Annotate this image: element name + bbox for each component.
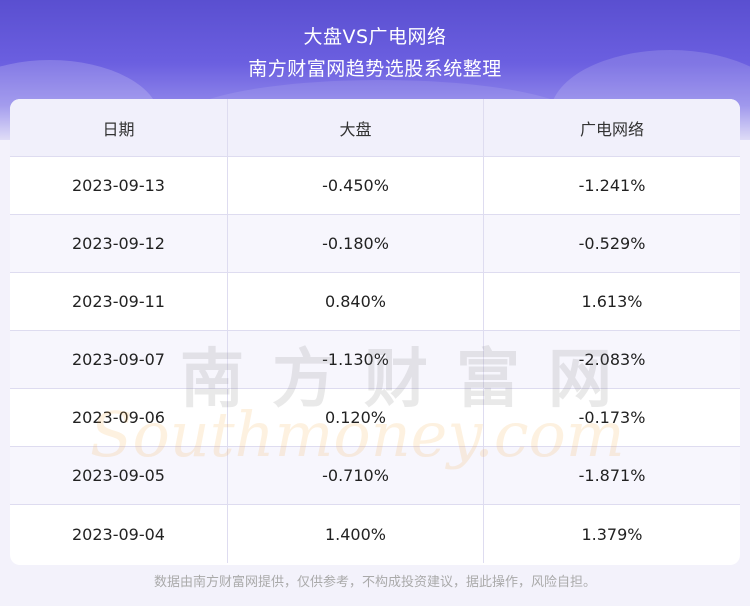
table-row: 2023-09-11 0.840% 1.613% [10, 273, 740, 331]
date-cell: 2023-09-12 [10, 215, 228, 272]
date-cell: 2023-09-06 [10, 389, 228, 446]
date-cell: 2023-09-07 [10, 331, 228, 388]
stock-change-cell: 1.613% [581, 292, 643, 311]
stock-change-cell: 1.379% [581, 524, 643, 544]
stock-change-cell: -2.083% [578, 350, 646, 369]
column-header-date: 日期 [10, 99, 228, 156]
date-cell: 2023-09-13 [10, 157, 228, 214]
table-row: 2023-09-12 -0.180% -0.529% [10, 215, 740, 273]
stock-change-cell: -1.241% [578, 176, 646, 195]
footer-disclaimer: 数据由南方财富网提供，仅供参考，不构成投资建议，据此操作，风险自担。 [153, 575, 596, 590]
stock-change-cell: -0.173% [578, 408, 646, 427]
table-row: 2023-09-06 0.120% -0.173% [10, 389, 740, 447]
column-header-stock: 广电网络 [579, 119, 644, 139]
date-cell: 2023-09-11 [10, 273, 228, 330]
market-change-cell: -1.130% [228, 331, 484, 388]
table-row: 2023-09-07 -1.130% -2.083% [10, 331, 740, 389]
market-change-cell: -0.180% [228, 215, 484, 272]
column-header-market: 大盘 [228, 99, 484, 156]
page-subtitle: 南方财富网趋势选股系统整理 [248, 58, 502, 80]
page-title: 大盘VS广电网络 [303, 26, 447, 48]
date-cell: 2023-09-04 [10, 505, 228, 563]
market-change-cell: -0.450% [228, 157, 484, 214]
market-change-cell: 1.400% [228, 505, 484, 563]
stock-change-cell: -1.871% [578, 466, 646, 485]
market-change-cell: 0.840% [228, 273, 484, 330]
table-row: 2023-09-04 1.400% 1.379% [10, 505, 740, 563]
table-header-row: 日期 大盘 广电网络 [10, 99, 740, 157]
table-row: 2023-09-05 -0.710% -1.871% [10, 447, 740, 505]
stock-change-cell: -0.529% [578, 234, 646, 253]
market-change-cell: -0.710% [228, 447, 484, 504]
table-row: 2023-09-13 -0.450% -1.241% [10, 157, 740, 215]
date-cell: 2023-09-05 [10, 447, 228, 504]
market-change-cell: 0.120% [228, 389, 484, 446]
data-table: 日期 大盘 广电网络 2023-09-13 -0.450% -1.241% 20… [10, 99, 740, 565]
